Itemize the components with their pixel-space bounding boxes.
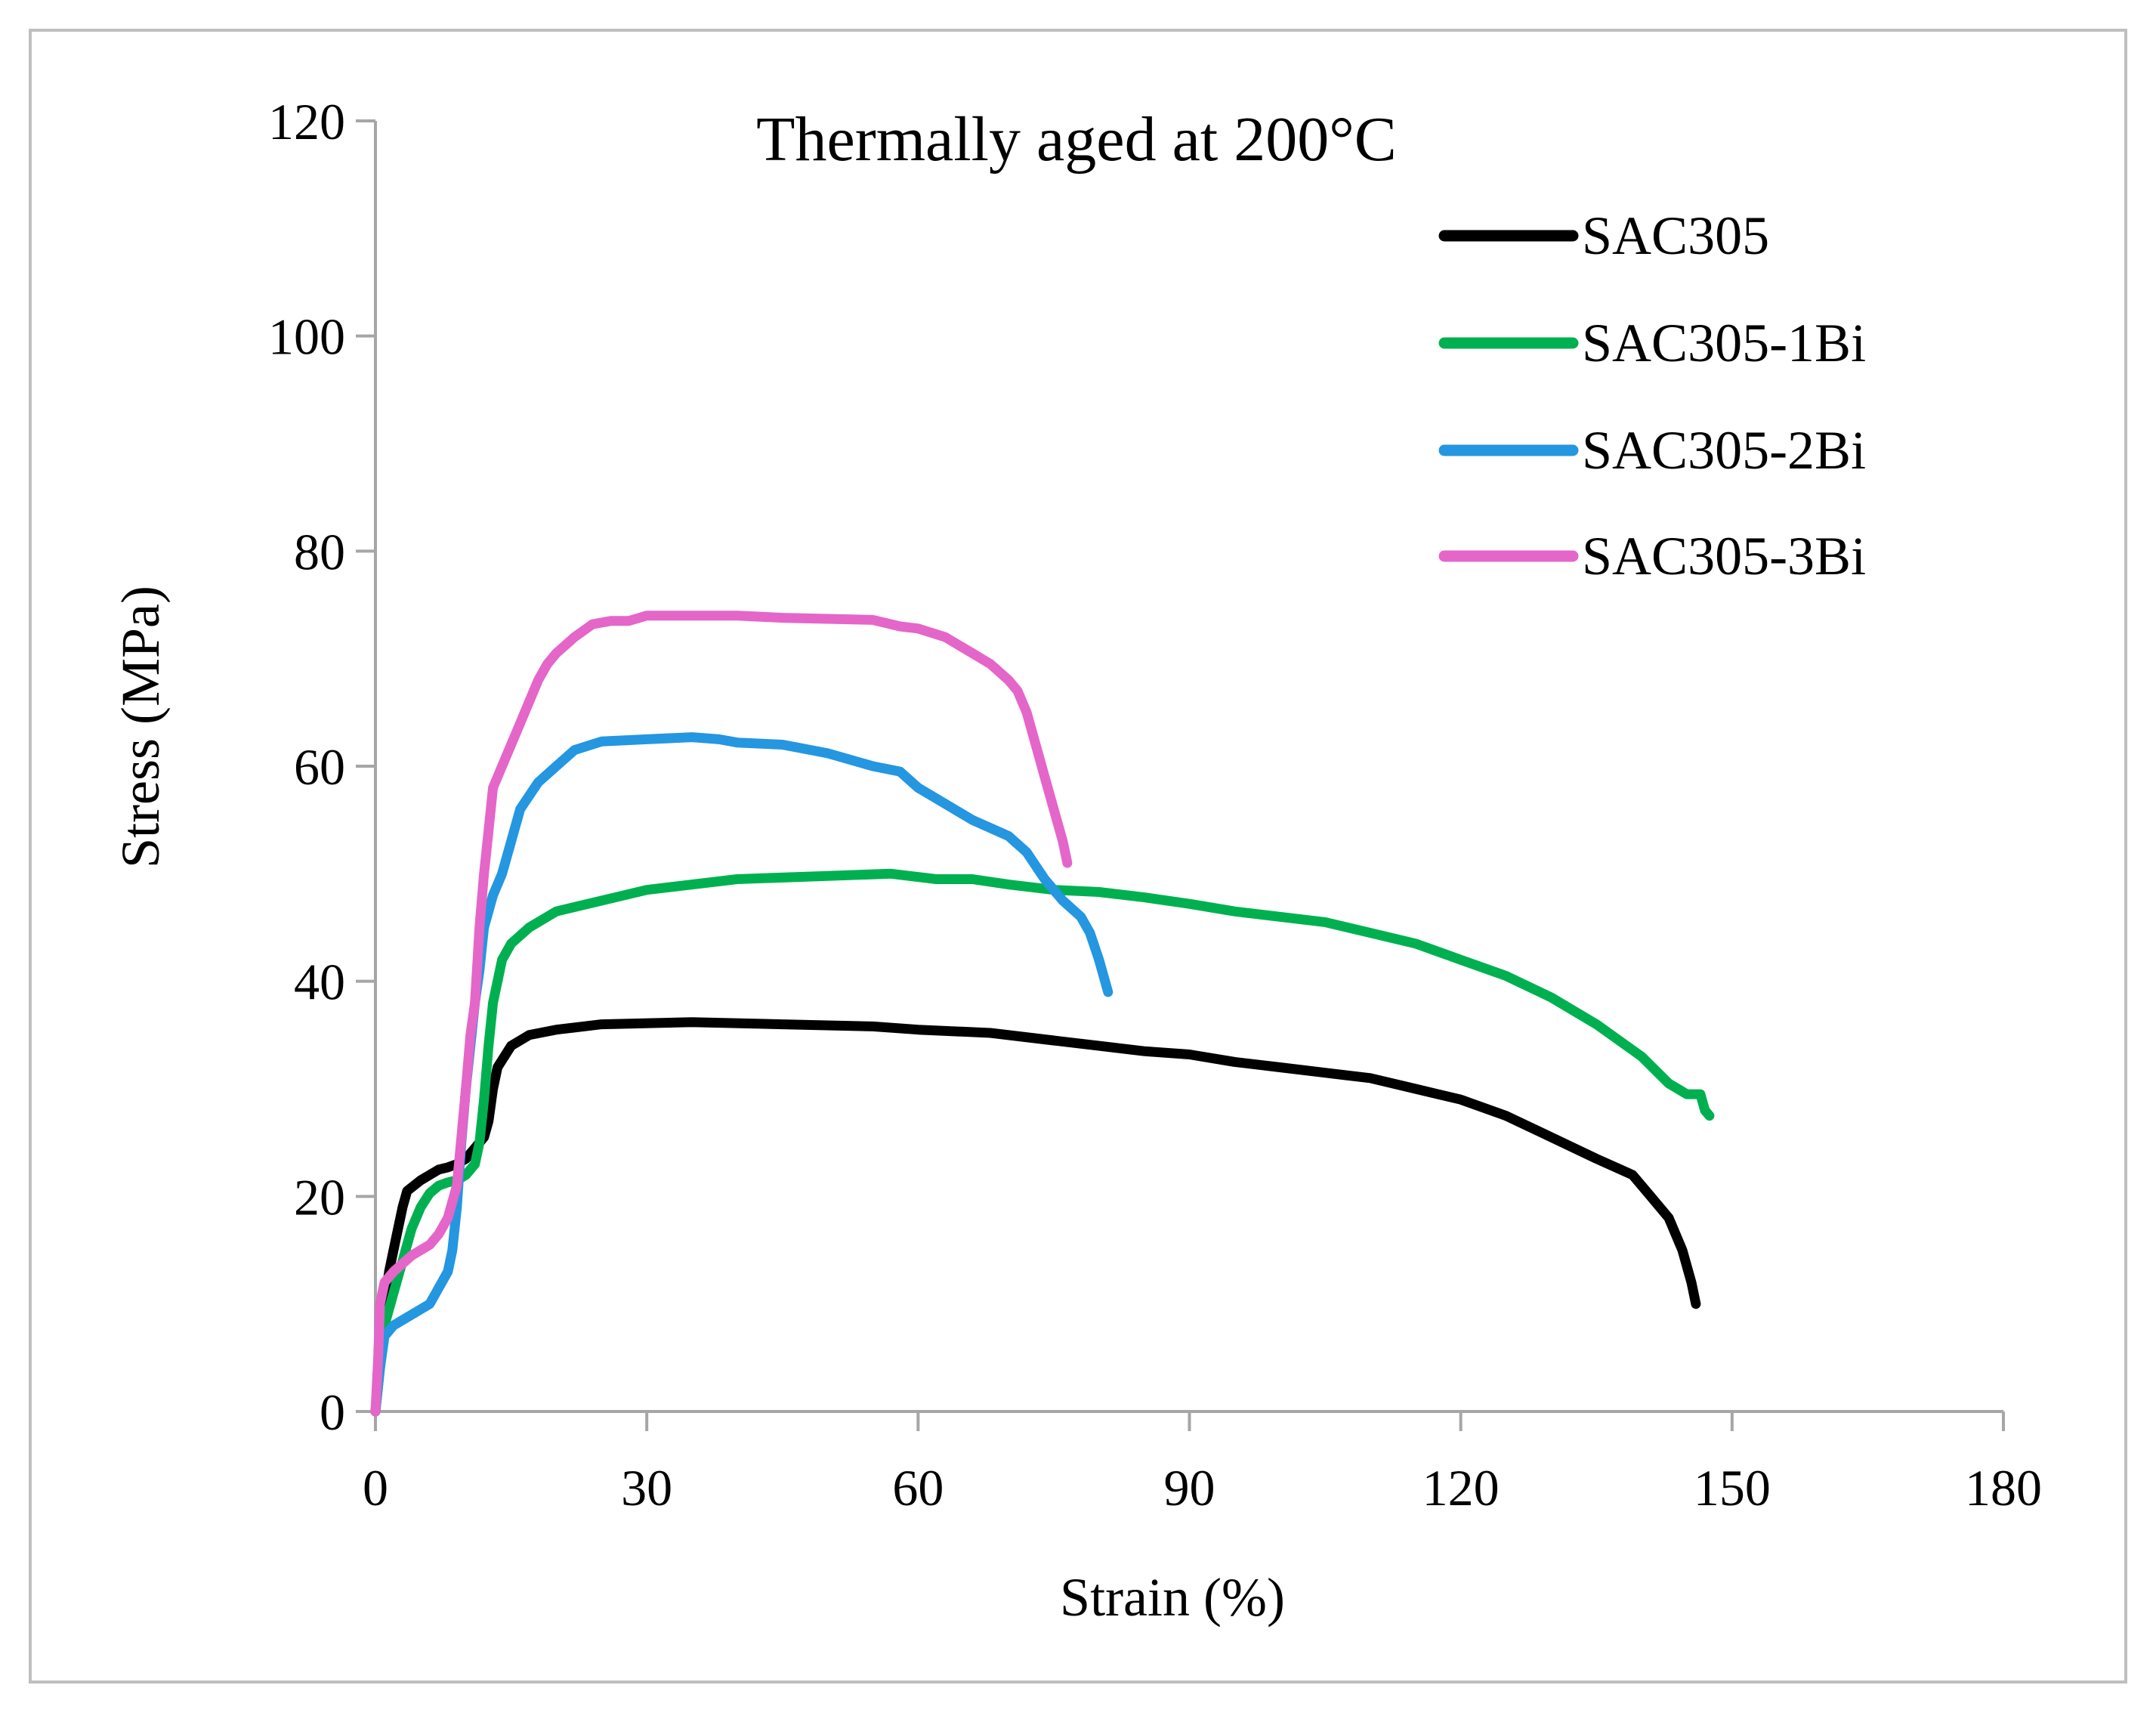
y-axis-title: Stress (MPa) [110, 586, 171, 868]
y-tick-label: 60 [294, 738, 345, 796]
series-line-sac305-2bi [370, 732, 1114, 1417]
x-tick-label: 120 [1422, 1459, 1500, 1517]
y-tick-label: 20 [294, 1168, 345, 1226]
x-tick-label: 30 [621, 1459, 672, 1517]
legend: SAC305 SAC305-1Bi SAC305-2Bi SAC305-3Bi [1438, 206, 1866, 586]
chart-title: Thermally aged at 200°C [756, 104, 1397, 175]
legend-label-sac305-2bi: SAC305-2Bi [1582, 420, 1866, 481]
series-line-sac305 [370, 1017, 1701, 1417]
x-tick-label: 60 [892, 1459, 944, 1517]
x-tick-label: 0 [363, 1459, 388, 1517]
y-tick-label: 100 [268, 308, 345, 366]
x-axis-title: Strain (%) [1060, 1567, 1285, 1628]
x-tick-label: 150 [1694, 1459, 1771, 1517]
y-axis-ticks: 0 20 40 60 80 100 120 [268, 93, 375, 1441]
x-axis-ticks: 0 30 60 90 120 150 180 [363, 1411, 2042, 1517]
y-tick-label: 80 [294, 523, 345, 580]
legend-label-sac305-3bi: SAC305-3Bi [1582, 526, 1866, 586]
y-tick-label: 120 [268, 93, 345, 150]
series-line-sac305-3bi [370, 611, 1073, 1417]
legend-label-sac305-1bi: SAC305-1Bi [1582, 313, 1866, 373]
x-tick-label: 180 [1965, 1459, 2042, 1517]
series-line-sac305-1bi [370, 868, 1715, 1417]
y-tick-label: 0 [320, 1384, 345, 1441]
series-layer [370, 611, 1715, 1417]
y-tick-label: 40 [294, 954, 345, 1011]
legend-label-sac305: SAC305 [1582, 206, 1769, 266]
x-tick-label: 90 [1164, 1459, 1215, 1517]
